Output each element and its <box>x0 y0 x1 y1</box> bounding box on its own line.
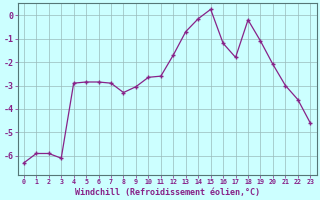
X-axis label: Windchill (Refroidissement éolien,°C): Windchill (Refroidissement éolien,°C) <box>75 188 260 197</box>
